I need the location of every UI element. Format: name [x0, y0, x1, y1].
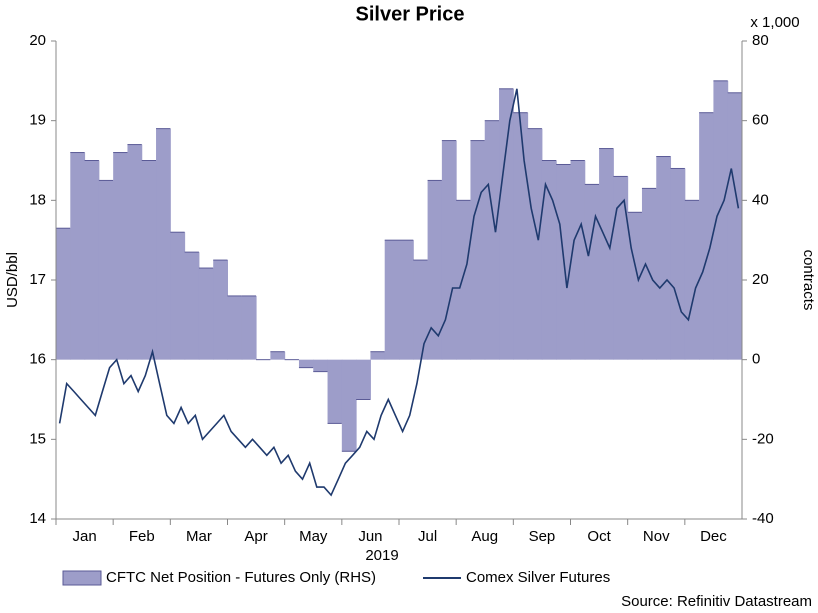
area-step [384, 240, 400, 360]
area-step [156, 128, 171, 360]
y-tick-label: 16 [29, 351, 46, 368]
area-step [584, 184, 600, 360]
area-step [613, 176, 629, 360]
area-step [341, 359, 357, 452]
x-tick-label: Jan [72, 528, 96, 545]
area-step [56, 228, 71, 360]
y-tick-label: 15 [29, 430, 46, 447]
chart-title: Silver Price [356, 3, 465, 25]
x-tick-label: Aug [471, 528, 498, 545]
area-step [399, 240, 414, 360]
y-tick-label: 17 [29, 271, 46, 288]
y2-axis-label: contracts [800, 250, 817, 311]
x-tick-label: Mar [186, 528, 212, 545]
x-axis-label: 2019 [365, 547, 398, 564]
area-step [541, 160, 557, 360]
area-step [684, 200, 700, 360]
price-line [58, 88, 740, 497]
area-step [370, 351, 386, 360]
x-tick-label: Sep [529, 528, 556, 545]
area-step [470, 140, 486, 360]
x-tick-label: Oct [587, 528, 611, 545]
y-tick-label: 14 [29, 510, 46, 527]
source: Source: Refinitiv Datastream [621, 593, 812, 610]
area-step [484, 120, 500, 360]
area-step [84, 160, 100, 360]
x-tick-label: Nov [643, 528, 670, 545]
y2-tick-label: 80 [752, 32, 769, 49]
area-step [70, 152, 86, 360]
area-step [298, 359, 314, 368]
y2-tick-label: 0 [752, 351, 760, 368]
y2-tick-label: -20 [752, 430, 774, 447]
legend-swatch-area [62, 570, 102, 586]
x-tick-label: Jun [358, 528, 382, 545]
y2-tick-label: -40 [752, 510, 774, 527]
area-step [127, 144, 143, 360]
area-step [170, 232, 186, 360]
area-step [441, 140, 457, 360]
y2-tick-label: 40 [752, 191, 769, 208]
y2-tick-label: 60 [752, 112, 769, 129]
area-step [356, 359, 371, 400]
y2-tick-label: 20 [752, 271, 769, 288]
area-step [313, 359, 329, 372]
area-step [427, 180, 443, 360]
area-step [141, 160, 157, 360]
area-step [699, 112, 714, 360]
area-step [241, 295, 257, 360]
x-tick-label: Feb [129, 528, 155, 545]
x-tick-label: May [299, 528, 328, 545]
y2-unit: x 1,000 [750, 14, 799, 31]
area-step [599, 148, 614, 360]
area-step [327, 359, 343, 424]
area-step [456, 200, 471, 360]
legend-label: Comex Silver Futures [466, 569, 610, 586]
area-step [527, 128, 543, 360]
area-step [98, 180, 114, 360]
y-tick-label: 20 [29, 32, 46, 49]
x-tick-label: Jul [418, 528, 437, 545]
x-tick-label: Dec [700, 528, 727, 545]
y-tick-label: 18 [29, 191, 46, 208]
area-step [656, 156, 672, 360]
area-step [499, 88, 514, 360]
area-step [413, 260, 429, 360]
x-tick-label: Apr [244, 528, 267, 545]
area-step [113, 152, 128, 360]
area-step [727, 92, 743, 360]
area-step [270, 351, 286, 360]
area-step [227, 295, 243, 360]
area-step [213, 260, 228, 360]
y-axis-label: USD/bbl [4, 252, 21, 308]
area-step [570, 160, 586, 360]
area-step [670, 168, 686, 360]
area-step [184, 252, 200, 360]
area-step [713, 80, 729, 360]
legend-label: CFTC Net Position - Futures Only (RHS) [106, 569, 376, 586]
area-step [513, 112, 529, 360]
area-step [198, 268, 214, 360]
y-tick-label: 19 [29, 112, 46, 129]
